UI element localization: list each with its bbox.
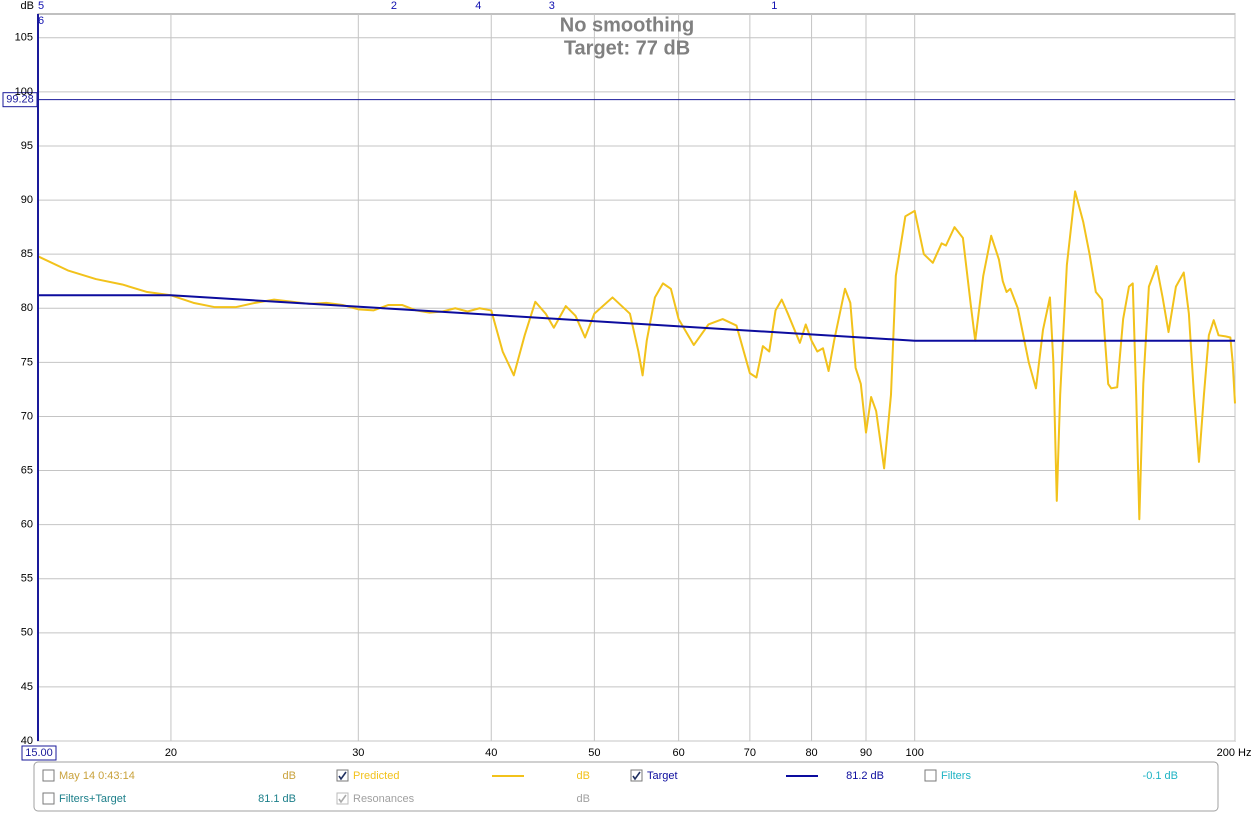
legend: May 14 0:43:14 dB Predicted dB Target 81.2 dB… bbox=[42, 769, 1178, 805]
x-unit-label: Hz bbox=[1238, 747, 1251, 759]
filter-marker: 5 bbox=[38, 0, 44, 12]
x-tick-label: 80 bbox=[805, 747, 817, 759]
y-tick-label: 105 bbox=[15, 32, 33, 44]
filter-marker: 6 bbox=[38, 15, 44, 27]
y-tick-label: 95 bbox=[21, 140, 33, 152]
x-cursor-box bbox=[21, 745, 57, 761]
legend-checkbox[interactable] bbox=[924, 769, 937, 782]
y-tick-label: 90 bbox=[21, 194, 33, 206]
y-tick-label: 40 bbox=[21, 735, 33, 747]
legend-reading: 81.2 dB bbox=[846, 770, 884, 782]
legend-reading: dB bbox=[577, 793, 590, 805]
chart-subtitle: Target: 77 dB bbox=[564, 37, 690, 59]
y-tick-label: 45 bbox=[21, 681, 33, 693]
series-line bbox=[37, 190, 1236, 521]
y-axis-label: dB bbox=[21, 0, 34, 12]
checkmark bbox=[632, 771, 641, 781]
series-line bbox=[38, 294, 1235, 342]
x-tick-label: 50 bbox=[588, 747, 600, 759]
legend-checkbox[interactable] bbox=[630, 769, 643, 782]
checkmark bbox=[338, 771, 347, 781]
y-tick-label: 65 bbox=[21, 464, 33, 476]
plot: 99.28 15.00 bbox=[2, 14, 1236, 761]
x-tick-label: 70 bbox=[744, 747, 756, 759]
legend-label[interactable]: Target bbox=[647, 770, 678, 782]
y-tick-label: 70 bbox=[21, 410, 33, 422]
y-tick-label: 80 bbox=[21, 302, 33, 314]
legend-label[interactable]: Filters+Target bbox=[59, 793, 126, 805]
x-tick-label: 20 bbox=[165, 747, 177, 759]
labels: No smoothing Target: 77 dB dB 4045505560… bbox=[15, 0, 1252, 759]
chart-title: No smoothing bbox=[560, 14, 694, 36]
x-tick-label: 100 bbox=[906, 747, 924, 759]
legend-checkbox[interactable] bbox=[42, 792, 55, 805]
legend-label[interactable]: May 14 0:43:14 bbox=[59, 770, 135, 782]
x-tick-label: 90 bbox=[860, 747, 872, 759]
x-tick-label: 200 bbox=[1217, 747, 1235, 759]
plot-area bbox=[37, 13, 1236, 742]
legend-checkbox bbox=[336, 792, 349, 805]
y-tick-label: 100 bbox=[15, 86, 33, 98]
filter-marker: 2 bbox=[391, 0, 397, 12]
legend-reading: 81.1 dB bbox=[258, 793, 296, 805]
checkmark bbox=[338, 794, 347, 804]
legend-reading: -0.1 dB bbox=[1143, 770, 1178, 782]
filter-marker: 4 bbox=[475, 0, 481, 12]
filter-marker: 3 bbox=[549, 0, 555, 12]
legend-label[interactable]: Filters bbox=[941, 770, 971, 782]
grid bbox=[38, 14, 1236, 742]
y-tick-label: 75 bbox=[21, 356, 33, 368]
legend-checkbox[interactable] bbox=[336, 769, 349, 782]
y-tick-label: 55 bbox=[21, 573, 33, 585]
y-tick-label: 60 bbox=[21, 519, 33, 531]
x-tick-label: 40 bbox=[485, 747, 497, 759]
legend-label: Resonances bbox=[353, 793, 415, 805]
filter-marker: 1 bbox=[771, 0, 777, 12]
y-tick-label: 50 bbox=[21, 627, 33, 639]
legend-reading: dB bbox=[283, 770, 296, 782]
y-tick-label: 85 bbox=[21, 248, 33, 260]
legend-label[interactable]: Predicted bbox=[353, 770, 399, 782]
x-tick-label: 30 bbox=[352, 747, 364, 759]
legend-checkbox[interactable] bbox=[42, 769, 55, 782]
y-cursor-label: 99.28 bbox=[6, 94, 34, 106]
legend-reading: dB bbox=[577, 770, 590, 782]
x-tick-label: 60 bbox=[673, 747, 685, 759]
x-cursor-label: 15.00 bbox=[25, 747, 53, 759]
legend-panel bbox=[33, 761, 1219, 812]
